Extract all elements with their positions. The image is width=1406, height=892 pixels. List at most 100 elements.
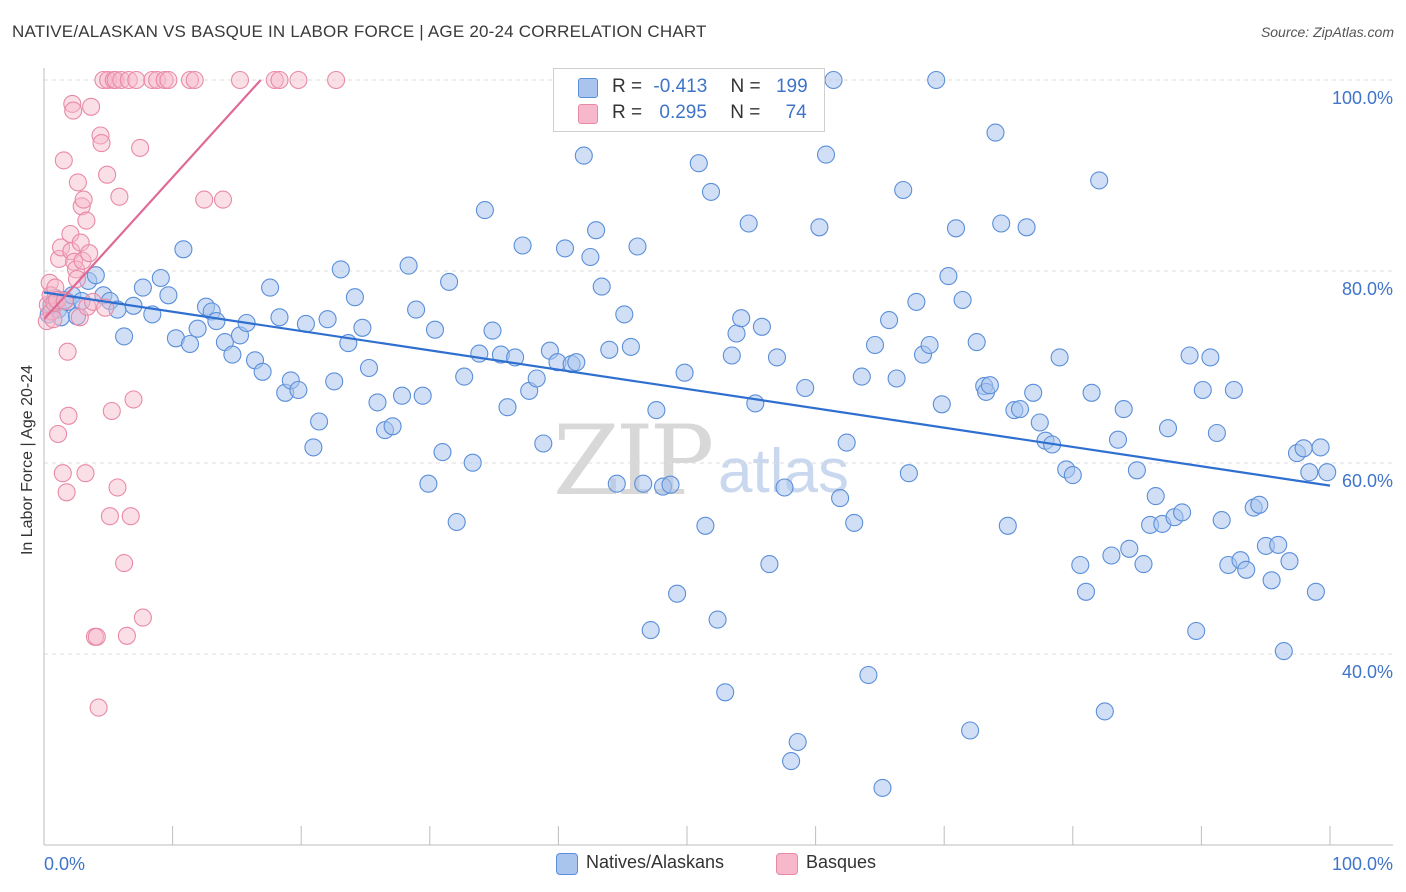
point-natives	[383, 417, 402, 436]
point-natives	[359, 358, 379, 378]
point-basques	[51, 238, 71, 257]
point-natives	[587, 221, 606, 240]
point-natives	[727, 324, 746, 343]
point-basques	[102, 401, 121, 421]
point-natives	[696, 516, 715, 535]
point-basques	[117, 626, 136, 645]
point-natives	[739, 214, 758, 233]
point-natives	[310, 412, 329, 431]
point-natives	[752, 317, 771, 336]
bottom-legend-swatch-basques	[776, 853, 798, 875]
point-natives	[939, 267, 958, 286]
legend-swatch-basques	[578, 104, 598, 124]
point-natives	[498, 398, 517, 417]
point-natives	[463, 453, 482, 472]
point-natives	[399, 256, 418, 275]
point-natives	[1294, 439, 1313, 458]
point-natives	[223, 345, 242, 364]
point-basques	[289, 70, 308, 90]
point-natives	[1134, 555, 1153, 574]
legend-text-natives: R = -0.413 N = 199	[612, 76, 808, 98]
point-basques	[87, 627, 106, 646]
point-basques	[121, 507, 140, 526]
point-basques	[57, 483, 76, 502]
point-natives	[368, 393, 387, 412]
point-natives	[967, 333, 986, 352]
y-tick-label: 80.0%	[1342, 279, 1393, 299]
legend-text-basques: R = 0.295 N = 74	[612, 102, 807, 124]
point-natives	[1207, 423, 1226, 443]
y-axis-label: In Labor Force | Age 20-24	[19, 364, 36, 556]
watermark-zip: ZIP	[553, 405, 714, 517]
point-natives	[188, 319, 207, 338]
point-natives	[304, 438, 323, 457]
point-natives	[647, 401, 666, 420]
point-natives	[534, 434, 553, 453]
point-natives	[986, 123, 1005, 142]
point-basques	[58, 342, 77, 361]
legend-n-value-natives: 199	[775, 76, 808, 97]
point-basques	[89, 698, 108, 717]
point-natives	[760, 555, 779, 574]
point-natives	[1102, 546, 1121, 565]
point-natives	[810, 218, 829, 237]
point-basques	[67, 269, 87, 289]
bottom-legend-swatch-natives	[556, 853, 578, 875]
point-basques	[230, 70, 250, 90]
point-natives	[419, 474, 438, 493]
point-natives	[413, 386, 432, 405]
point-natives	[887, 369, 906, 388]
point-natives	[782, 752, 801, 771]
point-basques	[106, 70, 125, 90]
point-natives	[567, 353, 586, 372]
point-natives	[722, 346, 741, 365]
point-basques	[72, 197, 91, 216]
point-natives	[555, 239, 575, 258]
point-basques	[53, 464, 72, 483]
point-basques	[180, 70, 200, 90]
point-natives	[1095, 702, 1114, 721]
point-natives	[325, 372, 344, 391]
point-natives	[845, 513, 864, 532]
point-natives	[865, 335, 885, 355]
point-natives	[824, 70, 843, 90]
legend-r-value-natives: -0.413	[653, 76, 708, 97]
point-basques	[63, 94, 82, 113]
point-natives	[708, 610, 727, 629]
point-natives	[634, 474, 653, 493]
point-natives	[592, 277, 611, 296]
point-natives	[641, 621, 660, 640]
point-natives	[318, 310, 337, 329]
point-natives	[1024, 383, 1043, 402]
point-basques	[131, 138, 150, 157]
point-natives	[796, 378, 815, 398]
point-natives	[1076, 582, 1096, 601]
point-basques	[195, 190, 214, 209]
bottom-legend-label-natives: Natives/Alaskans	[586, 852, 725, 872]
legend-r-value-basques: 0.295	[659, 102, 707, 123]
point-natives	[907, 292, 926, 311]
point-basques	[76, 464, 95, 483]
point-natives	[1090, 171, 1109, 190]
point-natives	[1311, 438, 1330, 457]
point-natives	[894, 180, 913, 200]
point-natives	[1071, 555, 1090, 575]
point-natives	[455, 367, 474, 386]
point-natives	[661, 475, 680, 494]
point-natives	[574, 146, 593, 165]
point-basques	[143, 70, 162, 90]
point-natives	[1146, 487, 1165, 506]
point-natives	[1180, 346, 1199, 365]
point-natives	[953, 290, 972, 310]
point-basques	[159, 70, 178, 90]
legend-swatch-natives	[578, 78, 598, 98]
point-natives	[174, 240, 193, 259]
point-basques	[80, 244, 99, 263]
point-basques	[68, 173, 87, 192]
point-natives	[86, 266, 105, 285]
point-basques	[265, 70, 284, 90]
point-natives	[133, 278, 152, 297]
point-natives	[1250, 495, 1269, 514]
point-natives	[998, 516, 1017, 535]
point-natives	[873, 778, 892, 797]
